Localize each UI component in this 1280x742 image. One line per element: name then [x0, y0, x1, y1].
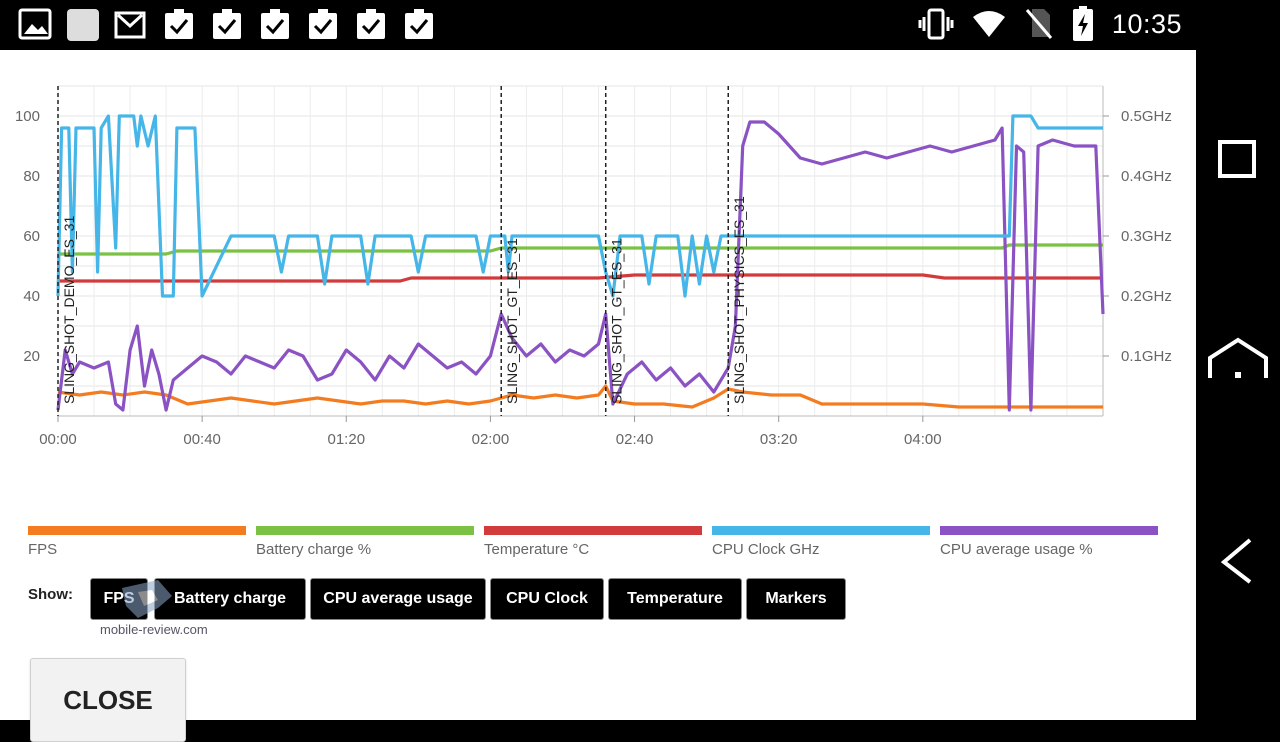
- y2-tick-label: 0.2GHz: [1121, 288, 1172, 305]
- marker-label: SLING_SHOT_GT_ES_31: [504, 238, 520, 404]
- content-area: 100 80 60 40 20 0.5GHz 0.4GHz 0.3GHz 0.2GHz 0.1G…: [0, 50, 1196, 742]
- legend-swatch-battery: [256, 526, 474, 535]
- legend-item-cpu-usage: CPU average usage %: [940, 526, 1158, 558]
- y-tick-label: 20: [23, 348, 40, 365]
- marker-label: SLING_SHOT_GT_ES_31: [609, 238, 625, 404]
- legend-item-cpu-clock: CPU Clock GHz: [712, 526, 930, 558]
- legend: FPS Battery charge % Temperature °C CPU …: [28, 526, 1178, 566]
- y-tick-label: 100: [15, 108, 40, 125]
- legend-label-fps: FPS: [28, 541, 58, 558]
- y2-tick-label: 0.3GHz: [1121, 228, 1172, 245]
- x-tick-label: 03:20: [760, 431, 798, 448]
- series-lines: [56, 114, 1105, 412]
- marker-label: SLING_SHOT_PHYSICS_ES_31: [731, 196, 747, 404]
- gmail-icon: [114, 8, 162, 42]
- y2-tick-label: 0.4GHz: [1121, 168, 1172, 185]
- legend-label-cpu-usage: CPU average usage %: [940, 541, 1093, 558]
- image-icon: [18, 8, 66, 42]
- back-button[interactable]: [1196, 518, 1280, 602]
- toggle-cpu-average-usage[interactable]: CPU average usage: [310, 578, 486, 620]
- toggle-markers[interactable]: Markers: [746, 578, 846, 620]
- x-tick-label: 00:40: [183, 431, 221, 448]
- legend-item-temperature: Temperature °C: [484, 526, 702, 558]
- blank-square-icon: [66, 8, 114, 42]
- x-tick-label: 02:00: [472, 431, 510, 448]
- task-icon: [210, 8, 258, 42]
- legend-swatch-temperature: [484, 526, 702, 535]
- x-tick-label: 04:00: [904, 431, 942, 448]
- legend-item-battery: Battery charge %: [256, 526, 474, 558]
- recents-icon: [1218, 140, 1256, 178]
- series-line-fps: [57, 384, 1103, 409]
- series-line-temperature-c: [58, 273, 1103, 283]
- system-icons: 10:35: [918, 6, 1182, 42]
- x-tick-label: 01:20: [328, 431, 366, 448]
- toggle-battery-charge[interactable]: Battery charge: [154, 578, 306, 620]
- left-axis: 100 80 60 40 20: [15, 108, 40, 365]
- marker-label: SLING_SHOT_DEMO_ES_31: [61, 215, 77, 404]
- clock: 10:35: [1111, 8, 1182, 39]
- recents-button[interactable]: [1196, 118, 1280, 202]
- toggle-cpu-clock[interactable]: CPU Clock: [490, 578, 604, 620]
- status-bar: 10:35: [0, 0, 1196, 50]
- watermark-text: mobile-review.com: [100, 622, 208, 637]
- wifi-icon: [972, 11, 1005, 37]
- back-icon: [1220, 538, 1252, 584]
- series-line-cpu-average-usage: [56, 120, 1105, 412]
- legend-label-cpu-clock: CPU Clock GHz: [712, 541, 820, 558]
- series-line-cpu-clock-ghz: [56, 114, 1103, 298]
- vibrate-icon: [918, 8, 954, 40]
- right-axis: 0.5GHz 0.4GHz 0.3GHz 0.2GHz 0.1GHz: [1103, 108, 1172, 365]
- close-button[interactable]: CLOSE: [30, 658, 186, 742]
- task-icon: [402, 8, 450, 42]
- legend-label-temperature: Temperature °C: [484, 541, 590, 558]
- task-icon: [354, 8, 402, 42]
- benchmark-chart: 100 80 60 40 20 0.5GHz 0.4GHz 0.3GHz 0.2GHz 0.1G…: [0, 58, 1196, 508]
- home-button[interactable]: [1196, 320, 1280, 404]
- x-axis: 00:00 00:40 01:20 02:00 02:40 03:20 04:00: [39, 416, 942, 448]
- x-tick-label: 00:00: [39, 431, 77, 448]
- no-sim-icon: [1025, 9, 1053, 39]
- legend-swatch-fps: [28, 526, 246, 535]
- task-icon: [306, 8, 354, 42]
- x-tick-label: 02:40: [616, 431, 654, 448]
- y-tick-label: 80: [23, 168, 40, 185]
- test-markers: SLING_SHOT_DEMO_ES_31 SLING_SHOT_GT_ES_31…: [57, 86, 747, 416]
- toggle-temperature[interactable]: Temperature: [608, 578, 742, 620]
- y-tick-label: 60: [23, 228, 40, 245]
- y-tick-label: 40: [23, 288, 40, 305]
- navigation-bar: [1196, 0, 1280, 720]
- task-icon: [258, 8, 306, 42]
- task-icon: [162, 8, 210, 42]
- legend-label-battery: Battery charge %: [256, 541, 372, 558]
- legend-item-fps: FPS: [28, 526, 246, 558]
- watermark-logo: [122, 580, 172, 618]
- chart-svg: 100 80 60 40 20 0.5GHz 0.4GHz 0.3GHz 0.2GHz 0.1G…: [15, 85, 1172, 448]
- y2-tick-label: 0.1GHz: [1121, 348, 1172, 365]
- notification-icons: [18, 8, 450, 42]
- home-icon: [1208, 337, 1268, 378]
- y2-tick-label: 0.5GHz: [1121, 108, 1172, 125]
- show-label: Show:: [28, 586, 73, 603]
- battery-charging-icon: [1072, 6, 1093, 41]
- series-line-battery-charge: [58, 243, 1103, 256]
- legend-swatch-cpu-usage: [940, 526, 1158, 535]
- legend-swatch-cpu-clock: [712, 526, 930, 535]
